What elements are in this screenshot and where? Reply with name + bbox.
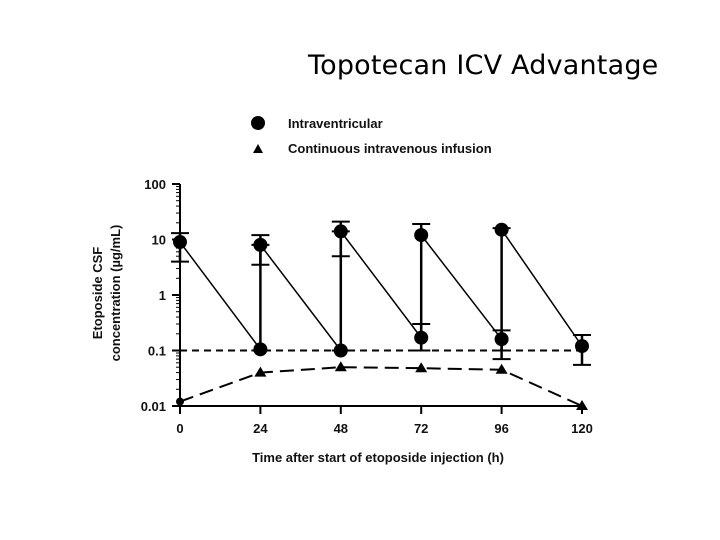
- x-tick-label: 120: [571, 421, 593, 436]
- legend-marker-intraventricular: [251, 116, 265, 130]
- y-axis-title-line1: Etoposide CSF: [90, 247, 105, 340]
- iv-infusion-point: [176, 397, 184, 406]
- y-tick-label: 100: [144, 177, 166, 192]
- chart-axes: 0.01 0.1 1 10 100 0 24 48 72 96 120: [141, 177, 593, 436]
- iv-infusion-point: [254, 366, 267, 377]
- x-tick-label: 72: [414, 421, 428, 436]
- y-tick-label: 10: [152, 233, 166, 248]
- y-tick-label: 1: [159, 288, 166, 303]
- x-tick-label: 0: [176, 421, 183, 436]
- x-tick-label: 96: [494, 421, 508, 436]
- legend-label-iv-infusion: Continuous intravenous infusion: [288, 141, 492, 156]
- intraventricular-point: [173, 235, 187, 250]
- legend-marker-iv-infusion: [253, 144, 263, 153]
- slide-title: Topotecan ICV Advantage: [308, 50, 659, 81]
- iv-infusion-point: [415, 362, 428, 373]
- x-tick-label: 24: [253, 421, 268, 436]
- chart-legend: Intraventricular Continuous intravenous …: [251, 116, 492, 156]
- intraventricular-point: [333, 343, 348, 358]
- intraventricular-point: [494, 332, 509, 347]
- series-intraventricular-line: [179, 227, 583, 353]
- intraventricular-point: [414, 330, 429, 345]
- x-axis-title: Time after start of etoposide injection …: [252, 450, 504, 465]
- intraventricular-point: [333, 224, 348, 239]
- legend-label-intraventricular: Intraventricular: [288, 116, 383, 131]
- intraventricular-point: [494, 222, 509, 237]
- intraventricular-point: [253, 237, 268, 252]
- iv-infusion-point: [576, 400, 588, 410]
- series-layer: [171, 220, 591, 410]
- iv-infusion-point: [495, 363, 508, 374]
- y-tick-label: 0.01: [141, 399, 166, 414]
- x-tick-label: 48: [334, 421, 348, 436]
- intraventricular-point: [414, 228, 429, 243]
- series-iv-infusion-line: [179, 366, 583, 407]
- iv-infusion-point: [334, 361, 347, 372]
- y-tick-label: 0.1: [148, 344, 166, 359]
- intraventricular-point: [253, 342, 268, 357]
- y-axis-title-line2: concentration (µg/mL): [108, 225, 123, 362]
- intraventricular-point: [575, 339, 589, 354]
